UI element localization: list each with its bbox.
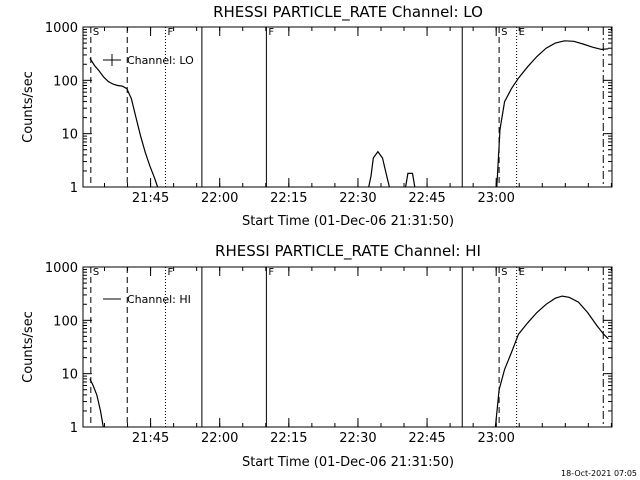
panel-lo: RHESSI PARTICLE_RATE Channel: LO Counts/… [21,3,613,229]
rate-series-line [89,57,159,188]
event-marker-label: F [268,27,274,38]
event-marker-label: S [93,27,99,38]
y-axis-label: Counts/sec [21,71,36,143]
rate-series-line [494,295,609,428]
y-tick-label: 1 [70,181,78,196]
event-marker-label: F [268,267,274,278]
event-marker-label: F [167,27,173,38]
x-axis-label: Start Time (01-Dec-06 21:31:50) [242,214,454,229]
plot-frame [82,266,613,428]
generation-timestamp: 18-Oct-2021 07:05 [561,469,637,478]
legend-label: Channel: LO [127,54,194,67]
legend-label: Channel: HI [127,293,191,306]
x-tick-label: 21:45 [132,431,169,446]
event-marker-label: E [519,267,525,278]
y-tick-label: 100 [53,74,78,89]
x-tick-label: 22:30 [339,431,376,446]
x-tick-label: 22:15 [270,191,307,206]
x-tick-label: 22:30 [339,191,376,206]
x-tick-label: 21:45 [132,191,169,206]
chart-title: RHESSI PARTICLE_RATE Channel: HI [215,242,481,261]
event-marker-label: S [501,267,507,278]
x-tick-label: 22:00 [201,431,238,446]
x-tick-label: 22:45 [408,191,445,206]
event-marker-label: S [93,267,99,278]
y-tick-label: 1000 [45,261,78,276]
event-marker-label: S [501,27,507,38]
rate-series-line [368,150,390,188]
y-tick-label: 10 [61,128,78,143]
event-marker-label: F [167,267,173,278]
x-tick-label: 22:00 [201,191,238,206]
panel-hi: RHESSI PARTICLE_RATE Channel: HI Counts/… [21,242,613,470]
event-marker-label: E [519,27,525,38]
rate-series-line [405,172,416,188]
x-tick-label: 23:00 [477,191,514,206]
y-axis-label: Counts/sec [21,311,36,383]
rate-series-line [496,40,609,188]
x-tick-label: 22:45 [408,431,445,446]
x-axis-label: Start Time (01-Dec-06 21:31:50) [242,455,454,470]
plot-frame [82,26,613,188]
y-tick-label: 1000 [45,21,78,36]
y-tick-label: 10 [61,368,78,383]
x-tick-label: 23:00 [477,431,514,446]
x-tick-label: 22:15 [270,431,307,446]
chart-title: RHESSI PARTICLE_RATE Channel: LO [213,3,483,22]
y-tick-label: 100 [53,314,78,329]
y-tick-label: 1 [70,421,78,436]
rate-series-line [89,378,104,428]
